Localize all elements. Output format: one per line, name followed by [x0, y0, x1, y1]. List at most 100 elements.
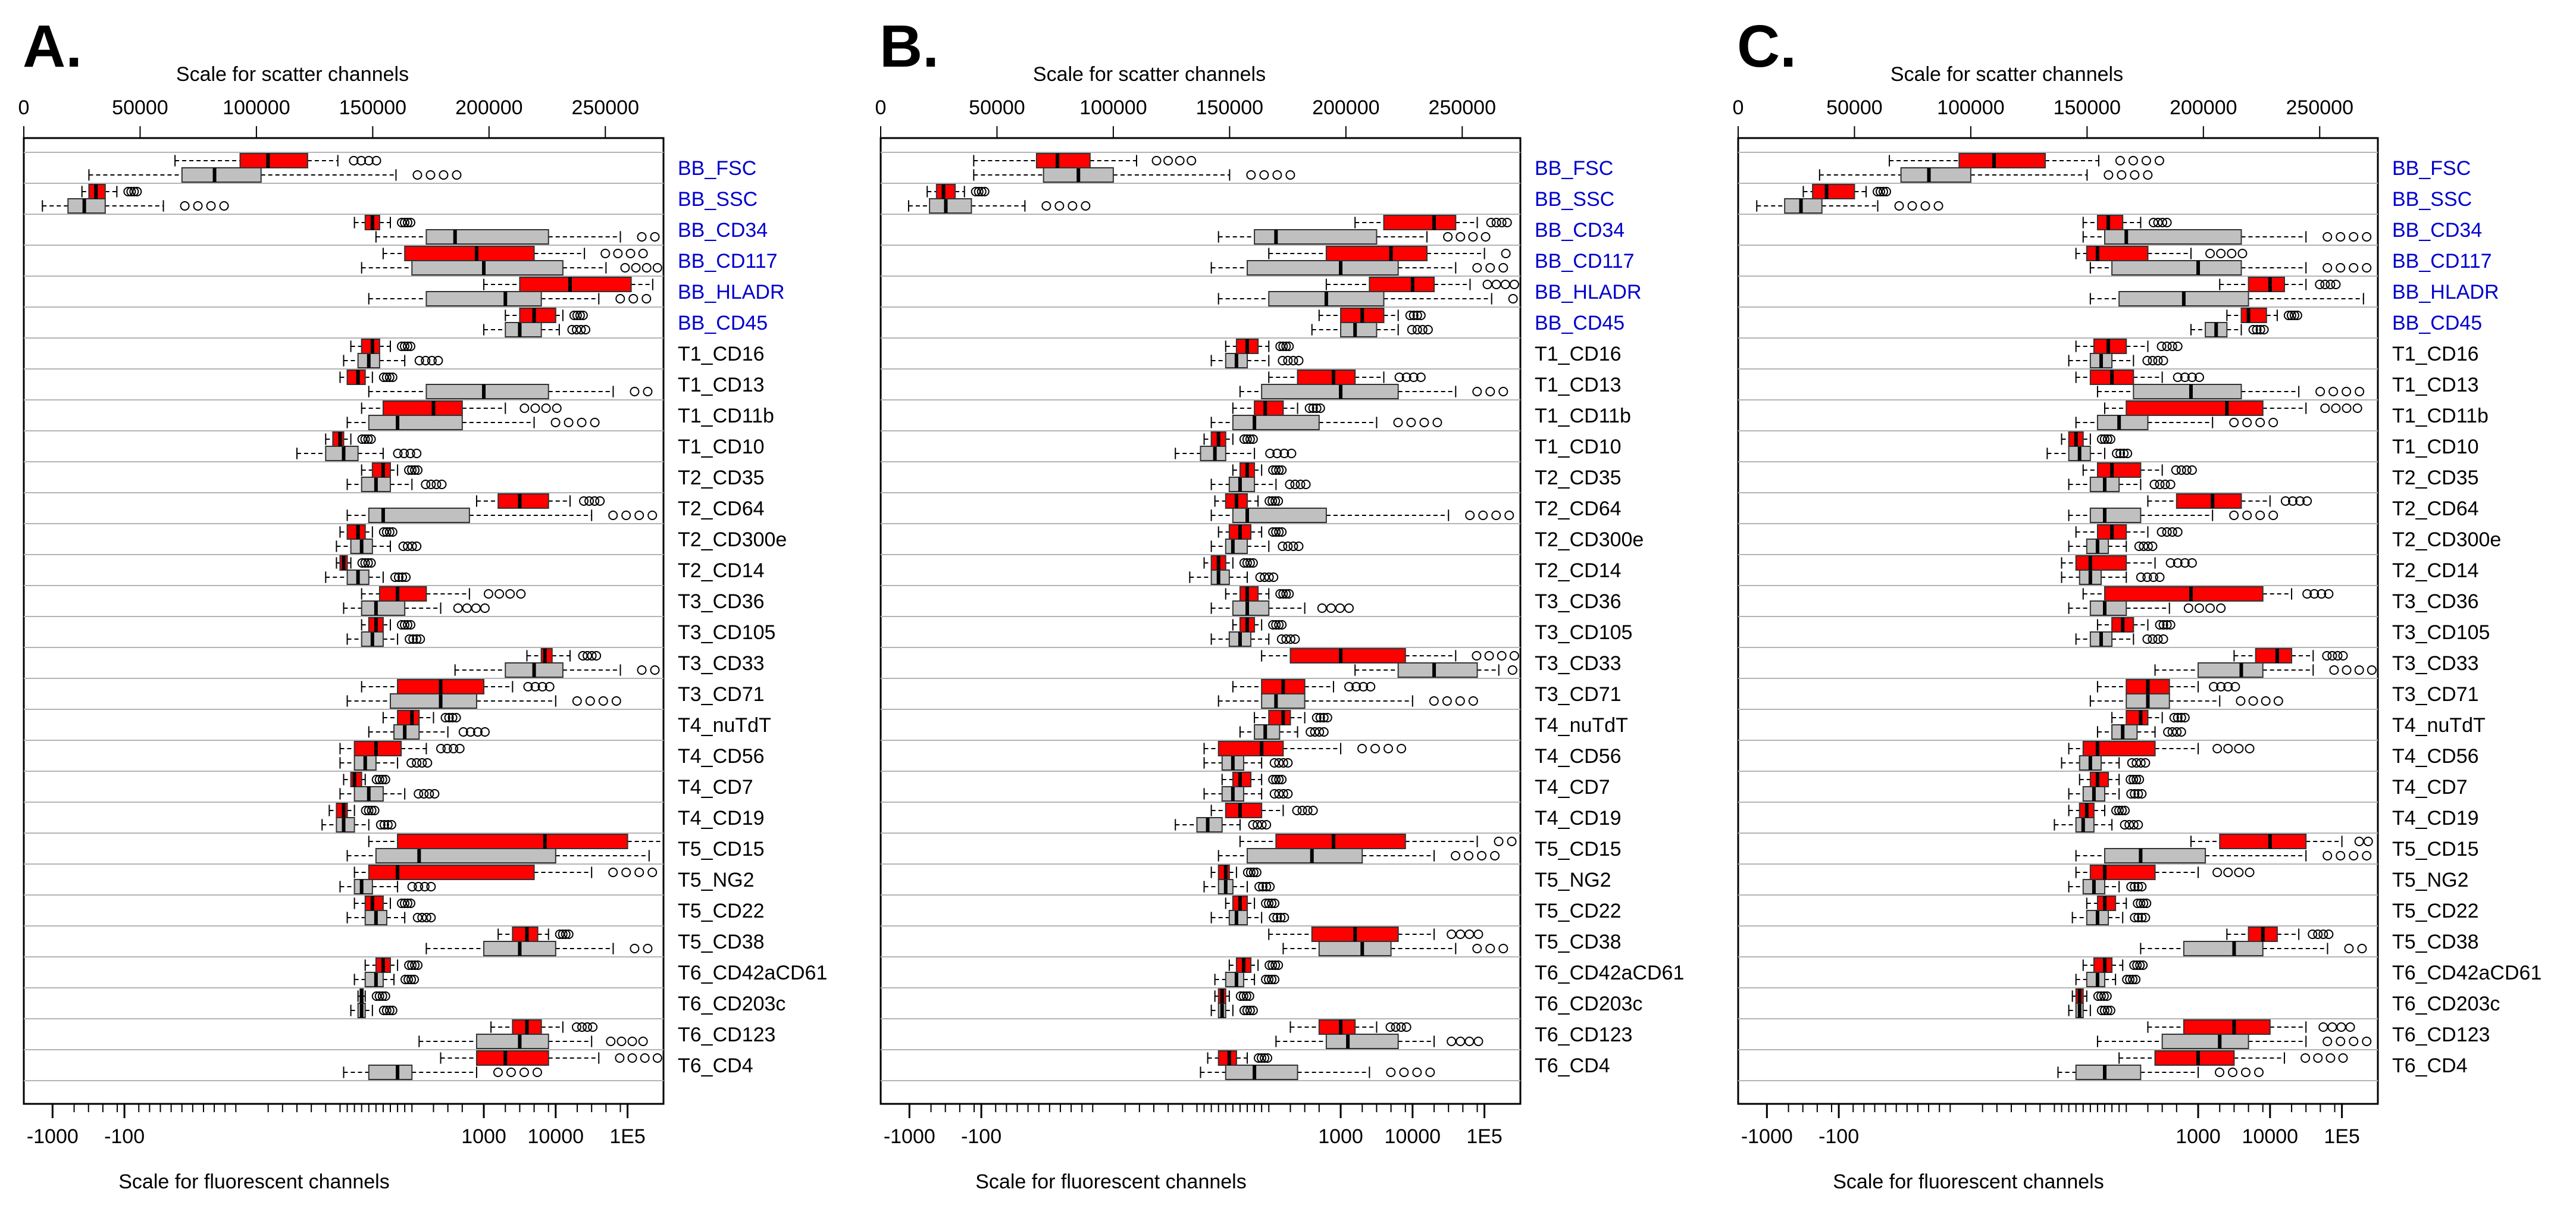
outlier-point [1933, 201, 1943, 211]
outlier-point [1278, 342, 1288, 351]
outlier-point [1303, 806, 1313, 815]
normal-box [336, 539, 422, 554]
outlier-point [1314, 727, 1325, 737]
outlier-point [453, 603, 463, 613]
outlier-point [2205, 249, 2215, 258]
iqr-box [497, 493, 549, 509]
outlier-point [1257, 1053, 1267, 1063]
row-label: T3_CD71 [1535, 683, 1622, 706]
bottom-tick-label: -1000 [1741, 1125, 1793, 1148]
iqr-box [2089, 865, 2156, 880]
iqr-box [2183, 1019, 2271, 1035]
row-t2-cd14: T2_CD14 [24, 554, 765, 585]
normal-box [346, 693, 621, 709]
outlier-point [1399, 1068, 1409, 1077]
row-label: BB_CD117 [2392, 250, 2492, 273]
iqr-box [332, 431, 345, 447]
outlier-point [613, 249, 623, 258]
row-t5-cd15: T5_CD15 [24, 833, 765, 863]
iqr-box [935, 184, 956, 199]
outlier-point [2315, 387, 2325, 396]
top-axis-title: Scale for scatter channels [1890, 63, 2123, 86]
outlier-point [1263, 1053, 1273, 1063]
outlier-point [2099, 991, 2109, 1001]
iqr-box [2111, 724, 2138, 740]
row-label: T3_CD105 [2392, 621, 2490, 644]
outlier-point [406, 975, 417, 984]
row-label: BB_FSC [2392, 157, 2471, 180]
outlier-point [2130, 882, 2140, 891]
outlier-point [2123, 449, 2133, 458]
normal-box [1210, 415, 1442, 430]
normal-box [1210, 1003, 1258, 1018]
outlier-point [410, 960, 420, 970]
outlier-point [1498, 944, 1508, 953]
outlier-point [2205, 603, 2215, 613]
iqr-box [1247, 848, 1363, 863]
normal-box [296, 446, 422, 461]
outlier-point [2349, 1037, 2359, 1046]
outlier-point [2115, 449, 2126, 458]
blast-box [336, 555, 376, 571]
outlier-point [1351, 682, 1361, 691]
outlier-point [180, 201, 190, 211]
iqr-box [475, 1034, 549, 1049]
row-label: BB_HLADR [2392, 281, 2499, 303]
iqr-box [2183, 941, 2264, 956]
blast-box [361, 586, 526, 602]
iqr-box [67, 198, 106, 214]
outlier-point [2318, 930, 2328, 939]
outlier-point [1081, 201, 1091, 211]
row-bb-ssc: BB_SSC [24, 183, 758, 214]
outlier-point [2237, 249, 2248, 258]
outlier-point [1486, 218, 1496, 227]
bottom-tick-label: 1E5 [2324, 1125, 2360, 1148]
row-label: T3_CD33 [678, 652, 765, 675]
outlier-point [1907, 201, 1917, 211]
row-label: T5_NG2 [678, 869, 755, 891]
outlier-point [1257, 820, 1267, 830]
outlier-point [1245, 558, 1255, 568]
iqr-box [1232, 415, 1320, 430]
row-t6-cd4: T6_CD4 [24, 1049, 753, 1080]
row-label: BB_HLADR [678, 281, 785, 303]
outlier-point [2137, 789, 2147, 799]
iqr-box [2219, 834, 2307, 849]
outlier-point [452, 170, 462, 180]
top-tick-label: 50000 [1826, 96, 1883, 119]
outlier-point [471, 603, 481, 613]
iqr-box [2093, 339, 2127, 354]
iqr-box [1900, 167, 1971, 183]
outlier-point [2268, 418, 2278, 427]
normal-box [2089, 260, 2372, 276]
iqr-box [371, 462, 392, 478]
outlier-point [1464, 930, 1475, 939]
outlier-point [1270, 960, 1281, 970]
blast-box [526, 648, 602, 664]
outlier-point [364, 156, 374, 165]
iqr-box [1225, 1065, 1298, 1080]
normal-box [2068, 539, 2158, 554]
row-t2-cd64: T2_CD64 [881, 492, 1622, 523]
outlier-point [1497, 218, 1507, 227]
row-label: T5_CD15 [2392, 838, 2479, 860]
normal-box [2089, 291, 2364, 306]
iqr-box [325, 446, 359, 461]
outlier-point [425, 170, 436, 180]
outlier-point [193, 201, 203, 211]
outlier-point [1456, 232, 1466, 242]
iqr-box [425, 384, 549, 399]
plot-frame [1737, 137, 2379, 1105]
blast-box [2082, 957, 2148, 973]
outlier-point [1366, 682, 1376, 691]
row-t6-cd123: T6_CD123 [1738, 1018, 2490, 1049]
outlier-point [1271, 620, 1281, 630]
outlier-point [2245, 744, 2255, 753]
row-t4-cd7: T4_CD7 [24, 771, 753, 802]
blast-box [325, 431, 376, 447]
row-label: BB_SSC [2392, 188, 2472, 211]
outlier-point [1267, 960, 1278, 970]
outlier-point [615, 294, 625, 303]
outlier-point [587, 651, 597, 661]
outlier-point [1248, 558, 1258, 568]
